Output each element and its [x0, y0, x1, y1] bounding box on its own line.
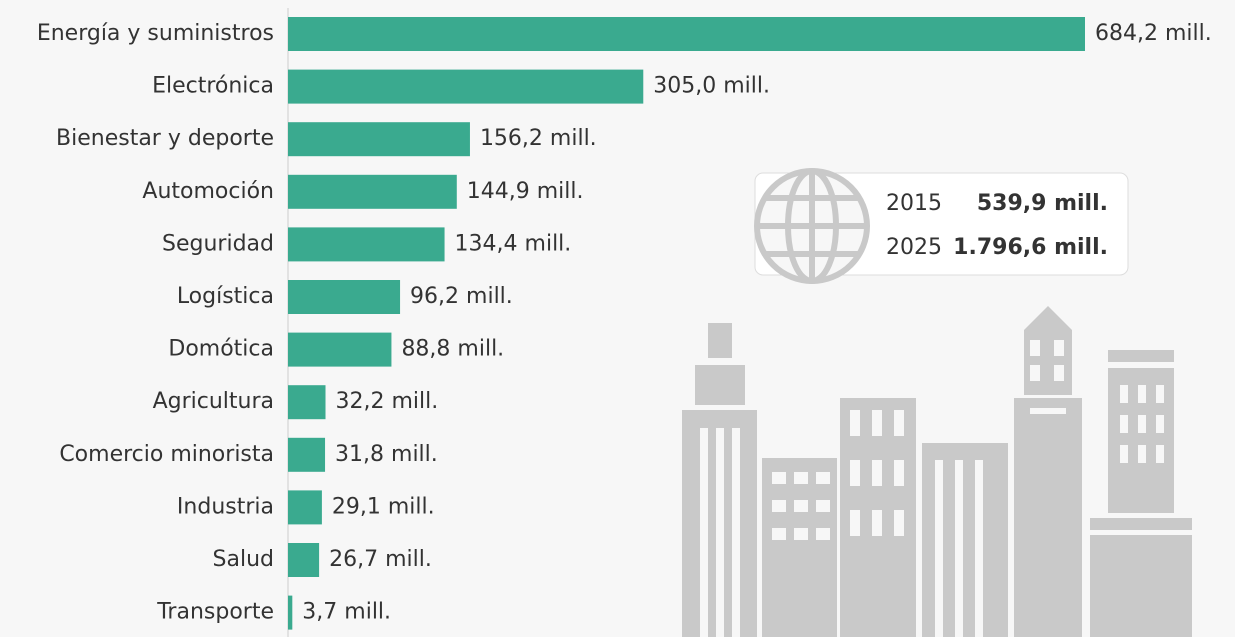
value-label: 684,2 mill. [1095, 21, 1212, 46]
value-label: 3,7 mill. [302, 600, 391, 625]
bar [288, 17, 1085, 51]
info-year: 2025 [886, 235, 942, 260]
value-label: 29,1 mill. [332, 494, 435, 519]
category-label: Automoción [142, 179, 274, 204]
bar [288, 595, 293, 630]
value-label: 305,0 mill. [653, 74, 770, 99]
bar [288, 490, 322, 525]
bar [288, 122, 470, 157]
bar [288, 543, 320, 577]
bar [288, 69, 644, 104]
category-label: Comercio minorista [59, 442, 274, 467]
value-label: 96,2 mill. [410, 284, 513, 309]
category-label: Logística [177, 284, 274, 309]
value-label: 156,2 mill. [480, 126, 597, 151]
bar [288, 174, 457, 209]
category-label: Agricultura [153, 389, 274, 414]
globe-icon [754, 168, 870, 284]
info-value: 539,9 mill. [977, 191, 1108, 216]
category-label: Bienestar y deporte [56, 126, 274, 151]
category-label: Electrónica [152, 74, 274, 99]
info-value: 1.796,6 mill. [953, 235, 1108, 260]
category-label: Seguridad [162, 231, 274, 256]
value-label: 26,7 mill. [329, 547, 432, 572]
bar [288, 437, 326, 472]
bar [288, 385, 326, 420]
value-label: 88,8 mill. [401, 337, 504, 362]
city-illustration [682, 306, 1192, 637]
value-label: 134,4 mill. [455, 231, 572, 256]
category-label: Domótica [168, 337, 274, 362]
value-label: 144,9 mill. [467, 179, 584, 204]
info-year: 2015 [886, 191, 942, 216]
category-label: Industria [177, 494, 274, 519]
bar [288, 280, 401, 314]
category-label: Energía y suministros [37, 21, 274, 46]
category-label: Salud [213, 547, 274, 572]
value-label: 31,8 mill. [335, 442, 438, 467]
bar [288, 227, 445, 262]
value-label: 32,2 mill. [336, 389, 439, 414]
category-label: Transporte [156, 600, 274, 625]
bar [288, 332, 392, 367]
